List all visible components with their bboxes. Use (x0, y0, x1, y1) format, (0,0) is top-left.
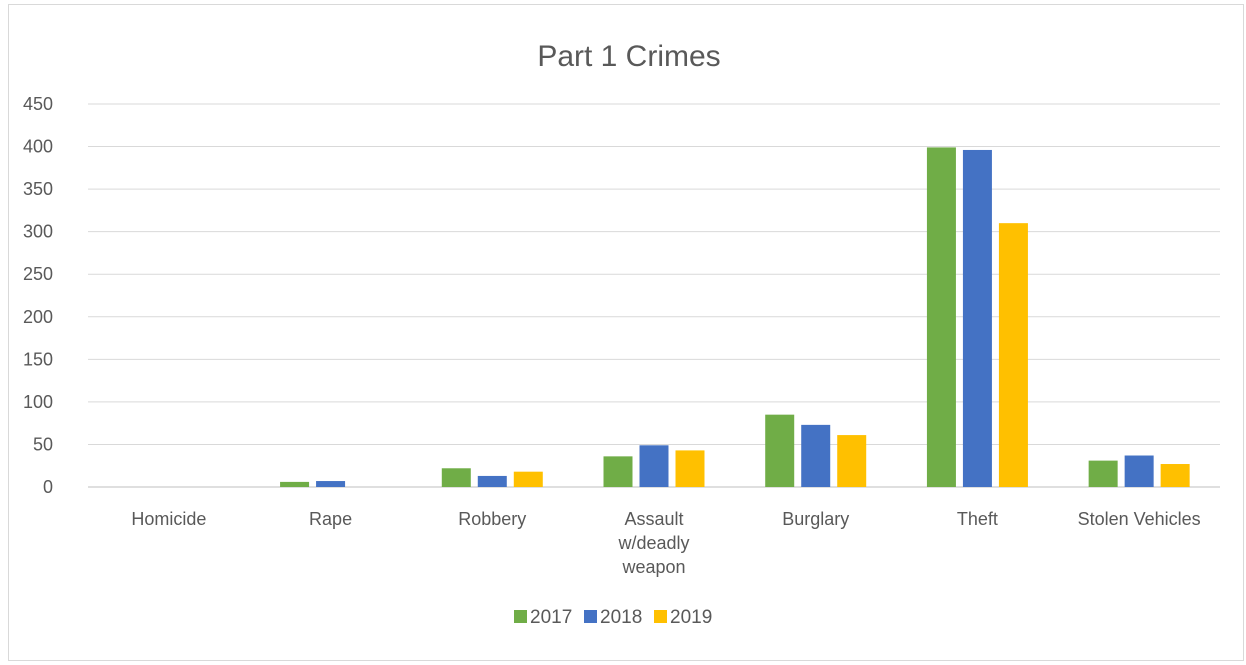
bar-chart: Part 1 Crimes 0 50 100 150 200 250 300 350 400 45… (23, 40, 1220, 628)
bar-2018-2 (477, 475, 507, 487)
bar-2017-6 (1088, 460, 1118, 487)
y-tick-label: 350 (23, 179, 53, 199)
x-tick-label: weapon (621, 557, 685, 577)
y-tick-label: 450 (23, 94, 53, 114)
legend-entry-2018: 2018 (600, 607, 642, 628)
y-tick-label: 150 (23, 349, 53, 369)
bars (280, 147, 1190, 487)
bar-2017-3 (603, 456, 633, 487)
bar-2017-5 (926, 147, 956, 487)
y-tick-label: 50 (33, 434, 53, 454)
legend-swatch-2017 (514, 610, 527, 623)
y-axis-tick-labels: 0 50 100 150 200 250 300 350 400 450 (23, 94, 53, 497)
bar-2018-4 (801, 424, 831, 487)
y-tick-label: 300 (23, 222, 53, 242)
x-tick-label: Homicide (131, 509, 206, 529)
legend-swatch-2019 (654, 610, 667, 623)
chart-frame: Part 1 Crimes 0 50 100 150 200 250 300 350 400 45… (8, 4, 1244, 661)
bar-2019-3 (675, 450, 705, 487)
bar-2018-1 (316, 481, 346, 487)
y-tick-label: 250 (23, 264, 53, 284)
legend-swatch-2018 (584, 610, 597, 623)
x-tick-label: Theft (957, 509, 998, 529)
bar-2017-1 (280, 481, 310, 487)
x-axis-tick-labels: Homicide Rape Robbery Assault w/deadly weapon… (131, 509, 1200, 577)
gridlines (88, 103, 1220, 488)
legend-entry-2019: 2019 (670, 607, 712, 628)
y-tick-label: 400 (23, 137, 53, 157)
bar-2019-2 (513, 471, 543, 487)
legend-entry-2017: 2017 (530, 607, 572, 628)
y-tick-label: 0 (43, 477, 53, 497)
bar-2017-2 (441, 468, 471, 487)
legend: 2017 2018 2019 (514, 607, 712, 628)
bar-2018-6 (1124, 455, 1154, 487)
x-tick-label: Stolen Vehicles (1078, 509, 1201, 529)
x-tick-label: Assault (624, 509, 683, 529)
x-tick-label: Robbery (458, 509, 526, 529)
bar-2017-4 (765, 414, 795, 487)
bar-2019-6 (1160, 464, 1190, 487)
y-tick-label: 100 (23, 392, 53, 412)
chart-title: Part 1 Crimes (537, 40, 720, 73)
bar-2018-5 (962, 149, 992, 487)
y-tick-label: 200 (23, 307, 53, 327)
x-tick-label: w/deadly (617, 533, 689, 553)
x-tick-label: Rape (309, 509, 352, 529)
x-tick-label: Burglary (782, 509, 849, 529)
bar-2019-5 (998, 223, 1028, 487)
bar-2019-4 (837, 435, 867, 487)
bar-2018-3 (639, 445, 669, 487)
